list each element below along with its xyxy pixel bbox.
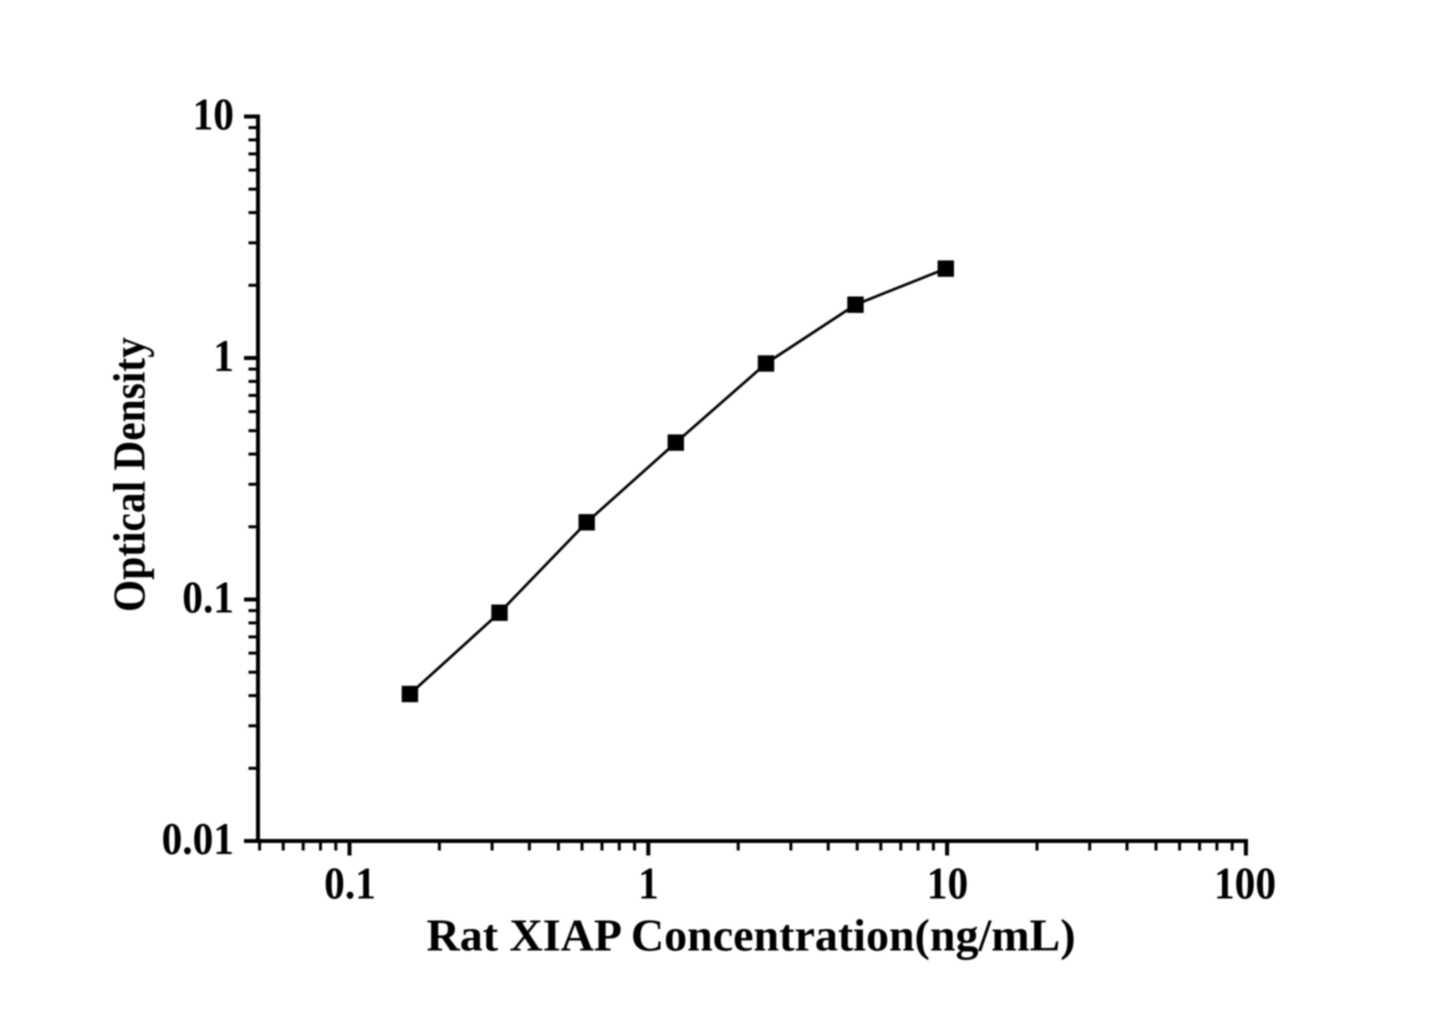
svg-text:Rat XIAP Concentration(ng/mL): Rat XIAP Concentration(ng/mL) — [426, 910, 1075, 961]
svg-text:0.1: 0.1 — [324, 859, 376, 909]
svg-text:10: 10 — [193, 90, 234, 140]
svg-text:1: 1 — [213, 331, 234, 381]
svg-text:10: 10 — [927, 859, 968, 909]
svg-text:100: 100 — [1214, 859, 1276, 909]
svg-text:Optical Density: Optical Density — [105, 337, 155, 612]
svg-text:0.1: 0.1 — [182, 573, 234, 623]
svg-text:1: 1 — [638, 859, 659, 909]
svg-text:0.01: 0.01 — [162, 814, 234, 864]
